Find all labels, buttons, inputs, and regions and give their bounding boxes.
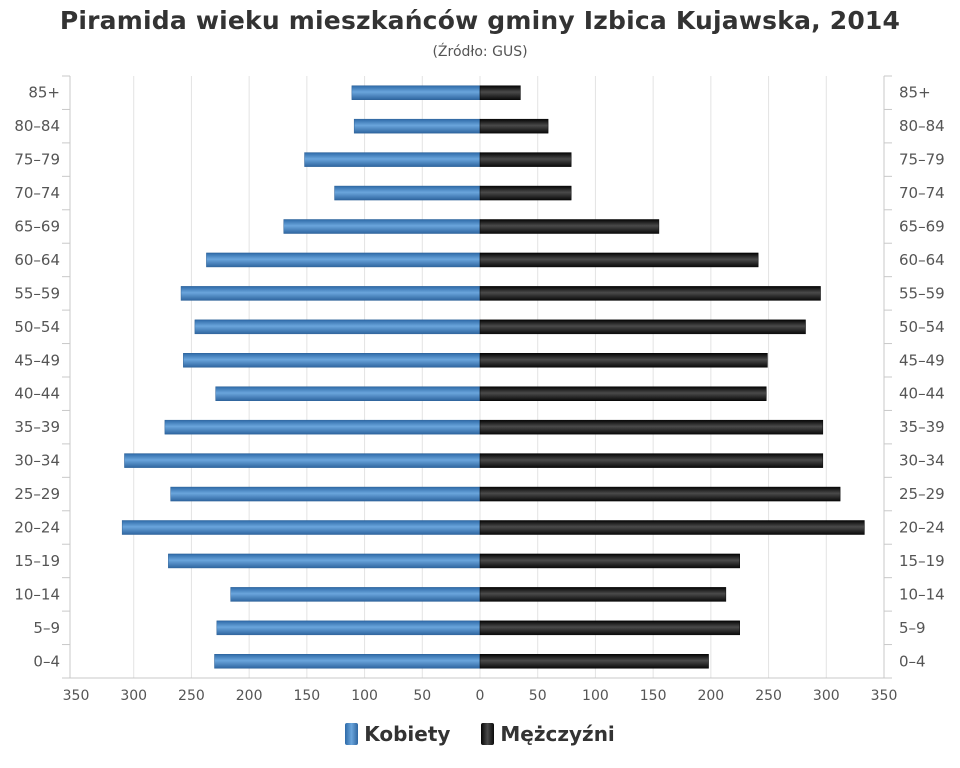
bar-men[interactable] (479, 587, 727, 602)
category-label-left: 65–69 (14, 218, 60, 236)
chart-subtitle: (Źródło: GUS) (432, 44, 528, 60)
x-tick-label: 150 (640, 688, 667, 704)
category-label-left: 40–44 (14, 385, 60, 403)
bar-women[interactable] (194, 319, 481, 335)
category-label-right: 55–59 (899, 284, 945, 302)
x-tick-label: 250 (178, 688, 205, 704)
bar-women[interactable] (206, 252, 481, 268)
legend-label-women: Kobiety (364, 722, 451, 746)
category-label-left: 0–4 (33, 652, 60, 670)
x-tick-label: 300 (813, 688, 840, 704)
bar-women[interactable] (351, 85, 481, 100)
legend-item-men[interactable]: Mężczyźni (481, 722, 615, 746)
category-label-right: 10–14 (899, 585, 945, 603)
category-label-right: 70–74 (899, 184, 945, 202)
category-label-right: 30–34 (899, 452, 945, 470)
x-tick-label: 300 (120, 688, 147, 704)
category-label-left: 45–49 (14, 351, 60, 369)
category-label-left: 15–19 (14, 552, 60, 570)
bar-women[interactable] (283, 219, 481, 234)
category-label-left: 60–64 (14, 251, 60, 269)
bar-women[interactable] (304, 152, 481, 167)
bar-men[interactable] (479, 386, 767, 401)
bar-men[interactable] (479, 252, 759, 268)
legend-item-women[interactable]: Kobiety (345, 722, 450, 746)
category-label-right: 35–39 (899, 418, 945, 436)
category-label-left: 20–24 (14, 519, 60, 537)
bar-women[interactable] (216, 620, 481, 636)
category-label-left: 35–39 (14, 418, 60, 436)
bar-men[interactable] (479, 419, 824, 435)
x-tick-label: 100 (582, 688, 609, 704)
category-label-right: 40–44 (899, 385, 945, 403)
category-label-left: 85+ (28, 84, 60, 102)
x-tick-label: 0 (476, 688, 485, 704)
bar-men[interactable] (479, 353, 768, 368)
bar-women[interactable] (230, 587, 481, 602)
bar-women[interactable] (168, 553, 481, 569)
bar-men[interactable] (479, 553, 740, 569)
bar-men[interactable] (479, 620, 740, 636)
category-label-right: 20–24 (899, 519, 945, 537)
x-tick-label: 150 (293, 688, 320, 704)
bar-men[interactable] (479, 185, 572, 201)
category-label-left: 75–79 (14, 151, 60, 169)
bar-women[interactable] (164, 419, 481, 435)
category-label-right: 80–84 (899, 117, 945, 135)
category-label-right: 85+ (899, 84, 931, 102)
category-label-right: 60–64 (899, 251, 945, 269)
bar-men[interactable] (479, 85, 521, 100)
category-label-left: 5–9 (33, 619, 60, 637)
legend-swatch-women (345, 723, 359, 745)
category-label-left: 50–54 (14, 318, 60, 336)
bar-men[interactable] (479, 118, 549, 134)
legend-label-men: Mężczyźni (500, 722, 615, 746)
category-label-right: 15–19 (899, 552, 945, 570)
category-label-left: 10–14 (14, 585, 60, 603)
bar-women[interactable] (214, 654, 481, 669)
bar-men[interactable] (479, 453, 824, 468)
pyramid-chart: 350 300 250 200 150 100 50 0 50 100 150 200 250 300 35… (14, 75, 945, 704)
bar-men[interactable] (479, 219, 660, 234)
bar-women[interactable] (353, 118, 481, 134)
x-tick-label: 350 (63, 688, 90, 704)
legend-swatch-men (481, 723, 495, 745)
chart-title: Piramida wieku mieszkańców gminy Izbica … (59, 6, 901, 35)
x-tick-label: 350 (871, 688, 898, 704)
category-label-right: 5–9 (899, 619, 926, 637)
bar-men[interactable] (479, 520, 865, 535)
category-label-left: 70–74 (14, 184, 60, 202)
x-tick-label: 50 (413, 688, 431, 704)
bar-women[interactable] (124, 453, 481, 468)
category-label-left: 55–59 (14, 284, 60, 302)
bar-women[interactable] (215, 386, 481, 401)
bar-women[interactable] (170, 486, 481, 502)
category-label-right: 0–4 (899, 652, 926, 670)
x-tick-label: 50 (529, 688, 547, 704)
x-tick-label: 200 (236, 688, 263, 704)
category-label-left: 30–34 (14, 452, 60, 470)
bar-men[interactable] (479, 486, 841, 502)
bar-men[interactable] (479, 286, 821, 301)
x-tick-label: 250 (755, 688, 782, 704)
bar-men[interactable] (479, 654, 709, 669)
bar-men[interactable] (479, 152, 572, 167)
bar-women[interactable] (121, 520, 481, 535)
category-label-right: 75–79 (899, 151, 945, 169)
x-tick-label: 100 (351, 688, 378, 704)
x-tick-label: 200 (697, 688, 724, 704)
bar-men[interactable] (479, 319, 806, 335)
bar-women[interactable] (183, 353, 481, 368)
category-label-right: 25–29 (899, 485, 945, 503)
bar-women[interactable] (180, 286, 481, 301)
legend: Kobiety Mężczyźni (0, 722, 960, 750)
bar-women[interactable] (334, 185, 481, 201)
category-label-right: 50–54 (899, 318, 945, 336)
category-label-right: 65–69 (899, 218, 945, 236)
category-label-left: 25–29 (14, 485, 60, 503)
category-label-left: 80–84 (14, 117, 60, 135)
category-label-right: 45–49 (899, 351, 945, 369)
